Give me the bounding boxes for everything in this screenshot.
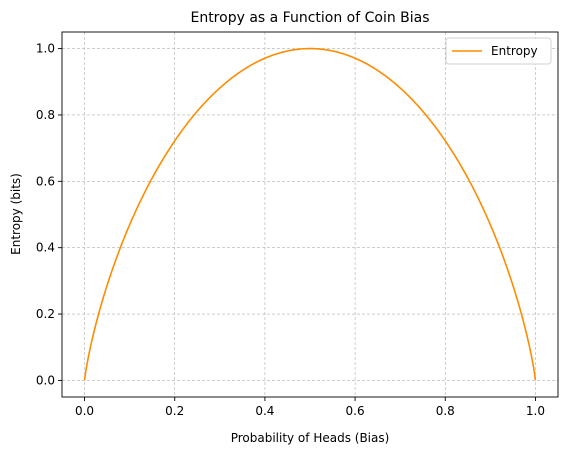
chart-title: Entropy as a Function of Coin Bias [190, 10, 429, 26]
y-tick-label-1: 0.2 [36, 307, 55, 321]
legend-box [445, 37, 552, 65]
y-tick-label-4: 0.8 [36, 108, 55, 122]
y-tick-label-5: 1.0 [36, 42, 55, 56]
x-tick-label-4: 0.8 [436, 404, 455, 418]
x-tick-label-2: 0.4 [255, 404, 274, 418]
x-axis-label: Probability of Heads (Bias) [231, 431, 390, 445]
x-tick-label-0: 0.0 [75, 404, 94, 418]
grid [62, 32, 558, 397]
y-tick-label-2: 0.4 [36, 241, 55, 255]
series-line-entropy [83, 47, 537, 381]
y-tick-label-0: 0.0 [36, 373, 55, 387]
y-tick-label-3: 0.6 [36, 174, 55, 188]
y-axis-ticks: 0.0 0.2 0.4 0.6 0.8 1.0 [36, 42, 62, 387]
x-tick-label-3: 0.6 [346, 404, 365, 418]
legend: Entropy [445, 37, 552, 65]
plot-area [61, 31, 559, 398]
y-axis-label: Entropy (bits) [9, 173, 23, 255]
x-tick-label-1: 0.2 [165, 404, 184, 418]
x-axis-ticks: 0.0 0.2 0.4 0.6 0.8 1.0 [75, 397, 545, 418]
legend-label-entropy: Entropy [491, 44, 538, 58]
x-tick-label-5: 1.0 [526, 404, 545, 418]
